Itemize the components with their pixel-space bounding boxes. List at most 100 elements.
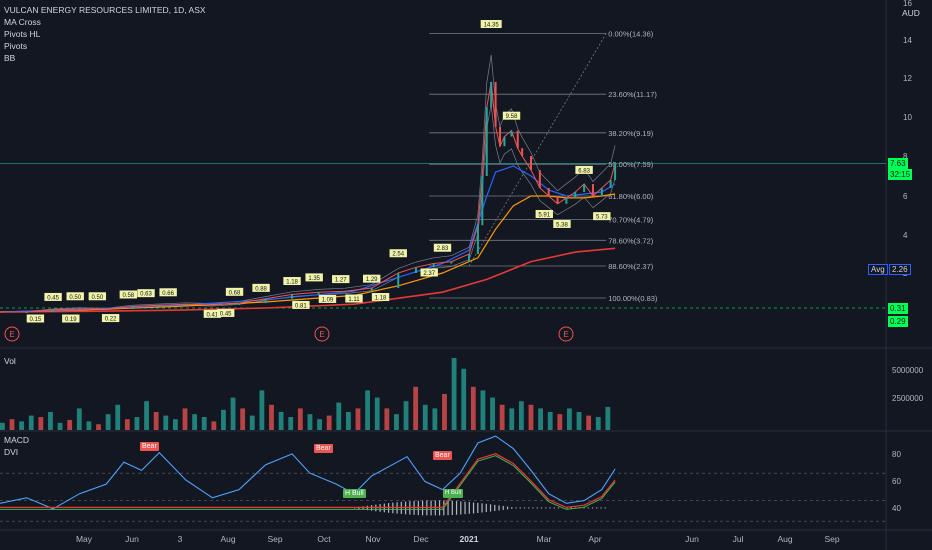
volume-bar bbox=[374, 397, 380, 430]
price-candle bbox=[78, 308, 81, 310]
macd-histogram-bar bbox=[447, 500, 449, 516]
indicator-pivots-hl[interactable]: Pivots HL bbox=[4, 29, 41, 39]
macd-tick-label: 40 bbox=[892, 504, 901, 513]
currency-label: AUD bbox=[902, 8, 920, 18]
volume-bar bbox=[490, 397, 495, 430]
fib-level-label: 50.00%(7.59) bbox=[608, 160, 654, 169]
macd-histogram-bar bbox=[583, 507, 585, 509]
macd-histogram-bar bbox=[528, 507, 530, 509]
volume-bar bbox=[48, 412, 53, 430]
macd-histogram-bar bbox=[464, 501, 466, 515]
pivot-high-label: 6.83 bbox=[578, 168, 590, 174]
price-candle bbox=[521, 148, 524, 156]
volume-bar bbox=[317, 419, 322, 430]
pivot-high-label: 0.63 bbox=[140, 292, 152, 298]
pivot-high-label: 2.54 bbox=[392, 252, 404, 258]
pivot-high-label: 0.66 bbox=[162, 291, 174, 297]
price-candle bbox=[131, 306, 134, 310]
price-candle bbox=[432, 263, 435, 268]
volume-bar bbox=[480, 390, 486, 430]
pivot-low-label: 0.41 bbox=[207, 312, 219, 318]
pivot-high-label: 1.35 bbox=[308, 276, 320, 282]
macd-histogram-bar bbox=[523, 507, 526, 509]
volume-tick-label: 2500000 bbox=[892, 394, 924, 403]
volume-bar bbox=[336, 402, 342, 430]
pivot-low-label-bg bbox=[535, 210, 553, 219]
price-tick-label: 4 bbox=[903, 231, 908, 240]
pivot-low-label-bg bbox=[101, 314, 120, 323]
avg-label-badge: Avg bbox=[868, 264, 888, 275]
pivot-high-label: 9.58 bbox=[506, 114, 518, 120]
signal-line-red bbox=[0, 453, 616, 509]
pivot-low-label-bg bbox=[203, 309, 222, 318]
pivot-high-label-bg bbox=[502, 111, 521, 120]
volume-bar bbox=[230, 397, 236, 430]
volume-bar bbox=[307, 414, 313, 430]
macd-pane-title: MACD bbox=[4, 435, 30, 445]
time-axis-label: May bbox=[76, 534, 93, 544]
price-candle bbox=[291, 294, 294, 299]
macd-histogram-bar bbox=[591, 507, 594, 509]
price-candle bbox=[476, 225, 479, 254]
volume-bar bbox=[345, 412, 351, 430]
pivot-low-label-bg bbox=[553, 219, 571, 228]
volume-bar bbox=[201, 417, 207, 430]
pivot-high-label-bg bbox=[44, 292, 62, 301]
pivot-high-label: 0.50 bbox=[69, 295, 81, 301]
volume-bar bbox=[394, 414, 399, 430]
time-axis-label: Dec bbox=[413, 534, 429, 544]
volume-bar bbox=[509, 408, 515, 430]
earnings-marker-label: E bbox=[9, 330, 14, 339]
ma-long-line bbox=[0, 247, 616, 313]
volume-bar bbox=[9, 419, 15, 430]
macd-signal-hbull-2: H Bull bbox=[443, 489, 464, 498]
earnings-marker-icon bbox=[314, 326, 330, 342]
time-axis-label: Nov bbox=[365, 534, 381, 544]
pivot-low-label: 0.45 bbox=[220, 311, 232, 317]
macd-signal-bear-2: Bear bbox=[314, 444, 333, 453]
volume-bar bbox=[297, 408, 303, 430]
earnings-marker-icon bbox=[558, 326, 574, 342]
pivot-low-label-bg bbox=[318, 294, 337, 303]
price-candle bbox=[450, 261, 453, 264]
time-axis-label: Sep bbox=[267, 534, 282, 544]
volume-bar bbox=[499, 404, 505, 430]
volume-bar bbox=[76, 408, 82, 430]
pivot-low-label: 0.15 bbox=[30, 317, 42, 323]
pivot-low-label: 5.91 bbox=[538, 213, 550, 219]
time-axis-label: 3 bbox=[178, 534, 183, 544]
earnings-marker-label: E bbox=[563, 330, 568, 339]
volume-bar bbox=[240, 408, 246, 430]
macd-histogram-bar bbox=[540, 507, 543, 509]
time-axis-label: Jun bbox=[685, 534, 699, 544]
time-axis-label: Oct bbox=[317, 534, 331, 544]
indicator-ma-cross[interactable]: MA Cross bbox=[4, 17, 41, 27]
price-candle bbox=[547, 188, 550, 196]
price-tick-label: 14 bbox=[903, 36, 912, 45]
volume-bar bbox=[557, 414, 563, 430]
price-candle bbox=[105, 308, 108, 310]
macd-histogram-bar bbox=[460, 501, 462, 515]
volume-bar bbox=[211, 421, 217, 430]
price-candle bbox=[538, 170, 541, 188]
volume-bar bbox=[355, 408, 361, 430]
price-candle bbox=[503, 136, 506, 147]
volume-bar bbox=[384, 408, 390, 430]
low-badge-1: 0.31 bbox=[888, 303, 908, 314]
pivot-low-label-bg bbox=[292, 300, 310, 309]
macd-signal-bear-3: Bear bbox=[433, 451, 452, 460]
volume-bar bbox=[278, 412, 284, 430]
fib-level-label: 78.60%(3.72) bbox=[608, 236, 654, 245]
indicator-pivots[interactable]: Pivots bbox=[4, 41, 28, 51]
macd-histogram-bar bbox=[511, 507, 513, 509]
price-candle bbox=[556, 196, 559, 204]
macd-histogram-bar bbox=[519, 507, 521, 509]
price-candle bbox=[468, 254, 471, 262]
price-candle bbox=[414, 267, 417, 273]
price-tick-label: 16 bbox=[903, 0, 912, 8]
pivot-low-label: 0.19 bbox=[65, 317, 77, 323]
macd-histogram-bar bbox=[557, 507, 560, 509]
low-badge-2: 0.29 bbox=[888, 316, 908, 327]
indicator-bb[interactable]: BB bbox=[4, 53, 16, 63]
